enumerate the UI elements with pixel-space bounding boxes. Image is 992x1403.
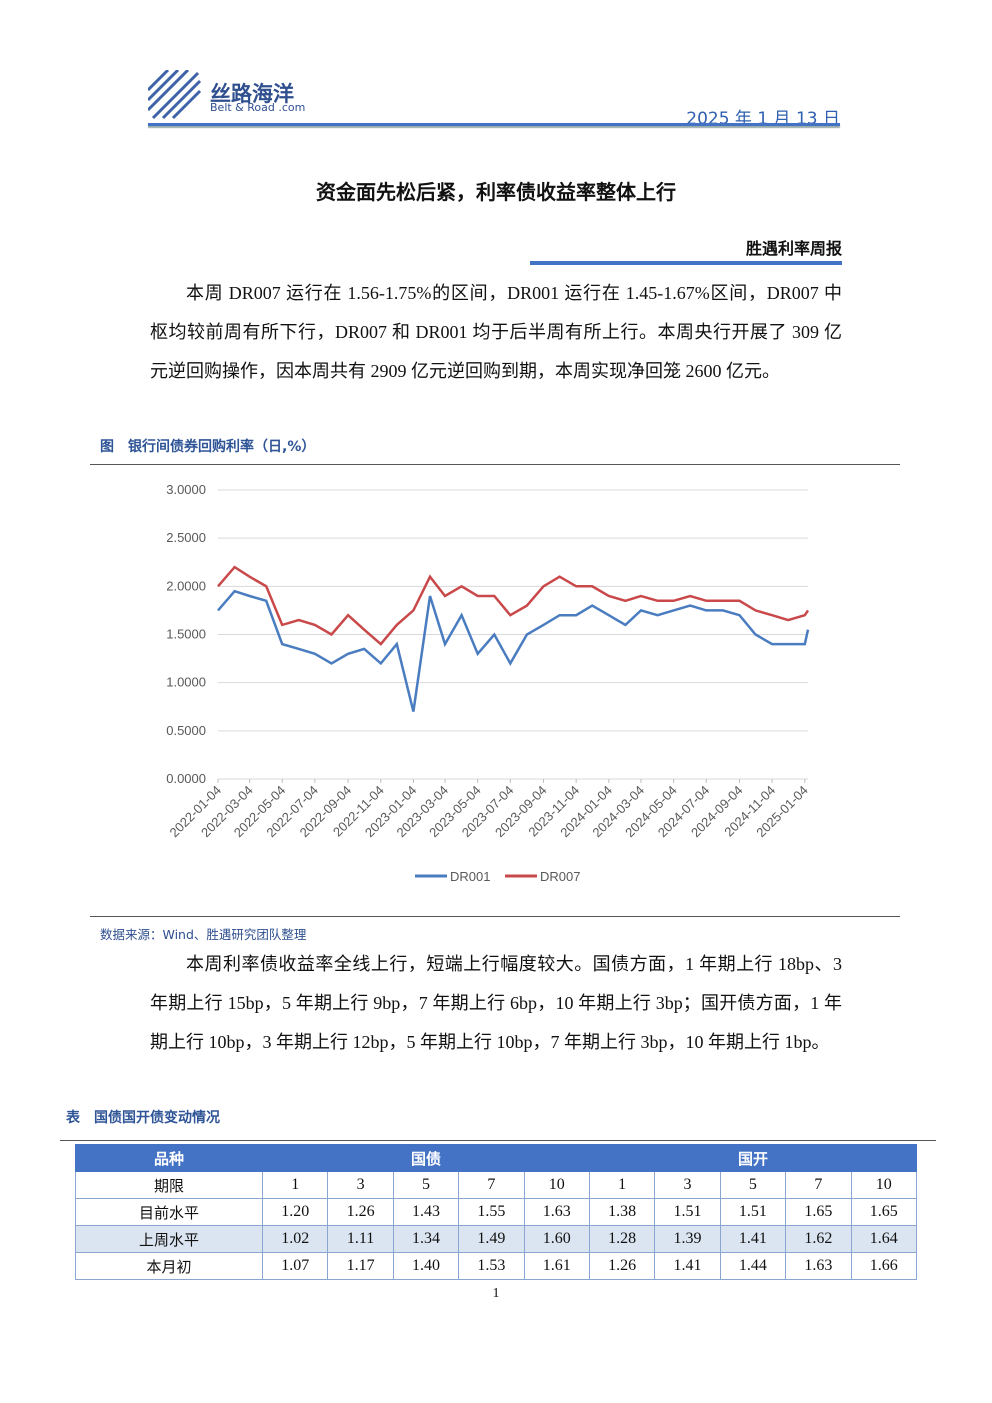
rule [60, 1140, 936, 1141]
table-cell: 1.60 [523, 1225, 590, 1253]
title: 资金面先松后紧，利率债收益率整体上行 [316, 180, 676, 204]
table-cell: 1.41 [719, 1225, 787, 1253]
rule [90, 464, 900, 465]
row-label: 目前水平 [75, 1198, 263, 1226]
table-cell: 10 [523, 1171, 590, 1199]
source-note: 数据来源：Wind、胜遇研究团队整理 [100, 927, 307, 942]
table-cell: 3 [327, 1171, 394, 1199]
legend-label: DR007 [540, 869, 580, 884]
table-cell: 1.17 [327, 1252, 394, 1280]
row-label: 上周水平 [75, 1225, 263, 1253]
table-cell: 1.40 [392, 1252, 460, 1280]
table-cell: 1.26 [327, 1198, 394, 1226]
table-cell: 1.20 [261, 1198, 329, 1226]
table-cell: 1.34 [392, 1225, 460, 1253]
header-rule [148, 123, 840, 126]
table-cell: 7 [785, 1171, 852, 1199]
table-cell: 3 [654, 1171, 721, 1199]
y-tick-label: 0.5000 [166, 723, 206, 738]
y-tick-label: 0.0000 [166, 771, 206, 786]
table-cell: 1.28 [588, 1225, 656, 1253]
rule [90, 916, 900, 917]
table-cell: 1.44 [719, 1252, 787, 1280]
table-cell: 1.55 [458, 1198, 525, 1226]
table-cell: 1.62 [785, 1225, 852, 1253]
row-label: 本月初 [75, 1252, 263, 1280]
table-cell: 1.61 [523, 1252, 590, 1280]
table-cell: 1.51 [654, 1198, 721, 1226]
table-cell: 1.38 [588, 1198, 656, 1226]
table-cell: 1.53 [458, 1252, 525, 1280]
legend-label: DR001 [450, 869, 490, 884]
table-cell: 1.39 [654, 1225, 721, 1253]
table-cell: 1.07 [261, 1252, 329, 1280]
chart: 0.0000 0.5000 1.0000 1.5000 2.0000 2.5000 3.00… [166, 482, 811, 884]
paragraph: 本周 DR007 运行在 1.56-1.75%的区间，DR001 运行在 1.4… [150, 283, 842, 381]
table-row: 期限 1 3 5 7 10 1 3 5 7 10 [75, 1171, 918, 1199]
table-cell: 1.11 [327, 1225, 394, 1253]
table-cell: 1.41 [654, 1252, 721, 1280]
table-cell: 1 [588, 1171, 656, 1199]
table-cell: 1 [261, 1171, 329, 1199]
page-number: 1 [492, 1286, 500, 1301]
table-cell: 1.65 [850, 1198, 918, 1226]
subtitle: 胜遇利率周报 [745, 239, 842, 258]
row-label: 期限 [75, 1171, 263, 1199]
y-tick-label: 3.0000 [166, 482, 206, 497]
table-cell: 1.02 [261, 1225, 329, 1253]
table-caption: 表 国债国开债变动情况 [66, 1110, 220, 1126]
header-row: 品种 国债 国开 [75, 1144, 918, 1172]
table-cell: 1.51 [719, 1198, 787, 1226]
table-cell: 5 [719, 1171, 787, 1199]
table-cell: 1.49 [458, 1225, 525, 1253]
header-cell: 国开 [588, 1144, 918, 1172]
header-cell: 品种 [75, 1144, 263, 1172]
data-table: 品种 国债 国开 期限 1 3 5 7 10 1 3 5 7 10 目前水平 1.20 1.26 1.43 1.55… [75, 1144, 918, 1280]
table-cell: 1.64 [850, 1225, 918, 1253]
y-tick-label: 1.5000 [166, 627, 206, 642]
table-row: 上周水平 1.02 1.11 1.34 1.49 1.60 1.28 1.39 1.41 1.62… [75, 1225, 918, 1253]
logo-text: 丝路海洋 [210, 82, 294, 106]
table-row: 目前水平 1.20 1.26 1.43 1.55 1.63 1.38 1.51 1.51 1.65… [75, 1198, 918, 1226]
table-cell: 1.63 [523, 1198, 590, 1226]
data-line [217, 565, 810, 646]
table-cell: 5 [392, 1171, 460, 1199]
data-line [217, 589, 810, 712]
logo-mark [148, 70, 202, 120]
table-cell: 7 [458, 1171, 525, 1199]
table-cell: 1.63 [785, 1252, 852, 1280]
paragraph: 本周利率债收益率全线上行，短端上行幅度较大。国债方面，1 年期上行 18bp、3… [150, 954, 842, 1052]
header-cell: 国债 [262, 1144, 590, 1172]
table-cell: 1.66 [850, 1252, 918, 1280]
y-tick-label: 1.0000 [166, 675, 206, 690]
table-row: 本月初 1.07 1.17 1.40 1.53 1.61 1.26 1.41 1.44 1.63 1… [75, 1252, 918, 1280]
table-cell: 1.26 [588, 1252, 656, 1280]
figure-caption: 图 银行间债券回购利率（日,%） [100, 439, 316, 455]
subtitle-rule [530, 261, 842, 265]
table-cell: 1.65 [785, 1198, 852, 1226]
table-cell: 1.43 [392, 1198, 460, 1226]
logo-subtext: Belt & Road .com [210, 101, 306, 114]
y-tick-label: 2.0000 [166, 578, 206, 593]
y-tick-label: 2.5000 [166, 530, 206, 545]
table-cell: 10 [850, 1171, 918, 1199]
